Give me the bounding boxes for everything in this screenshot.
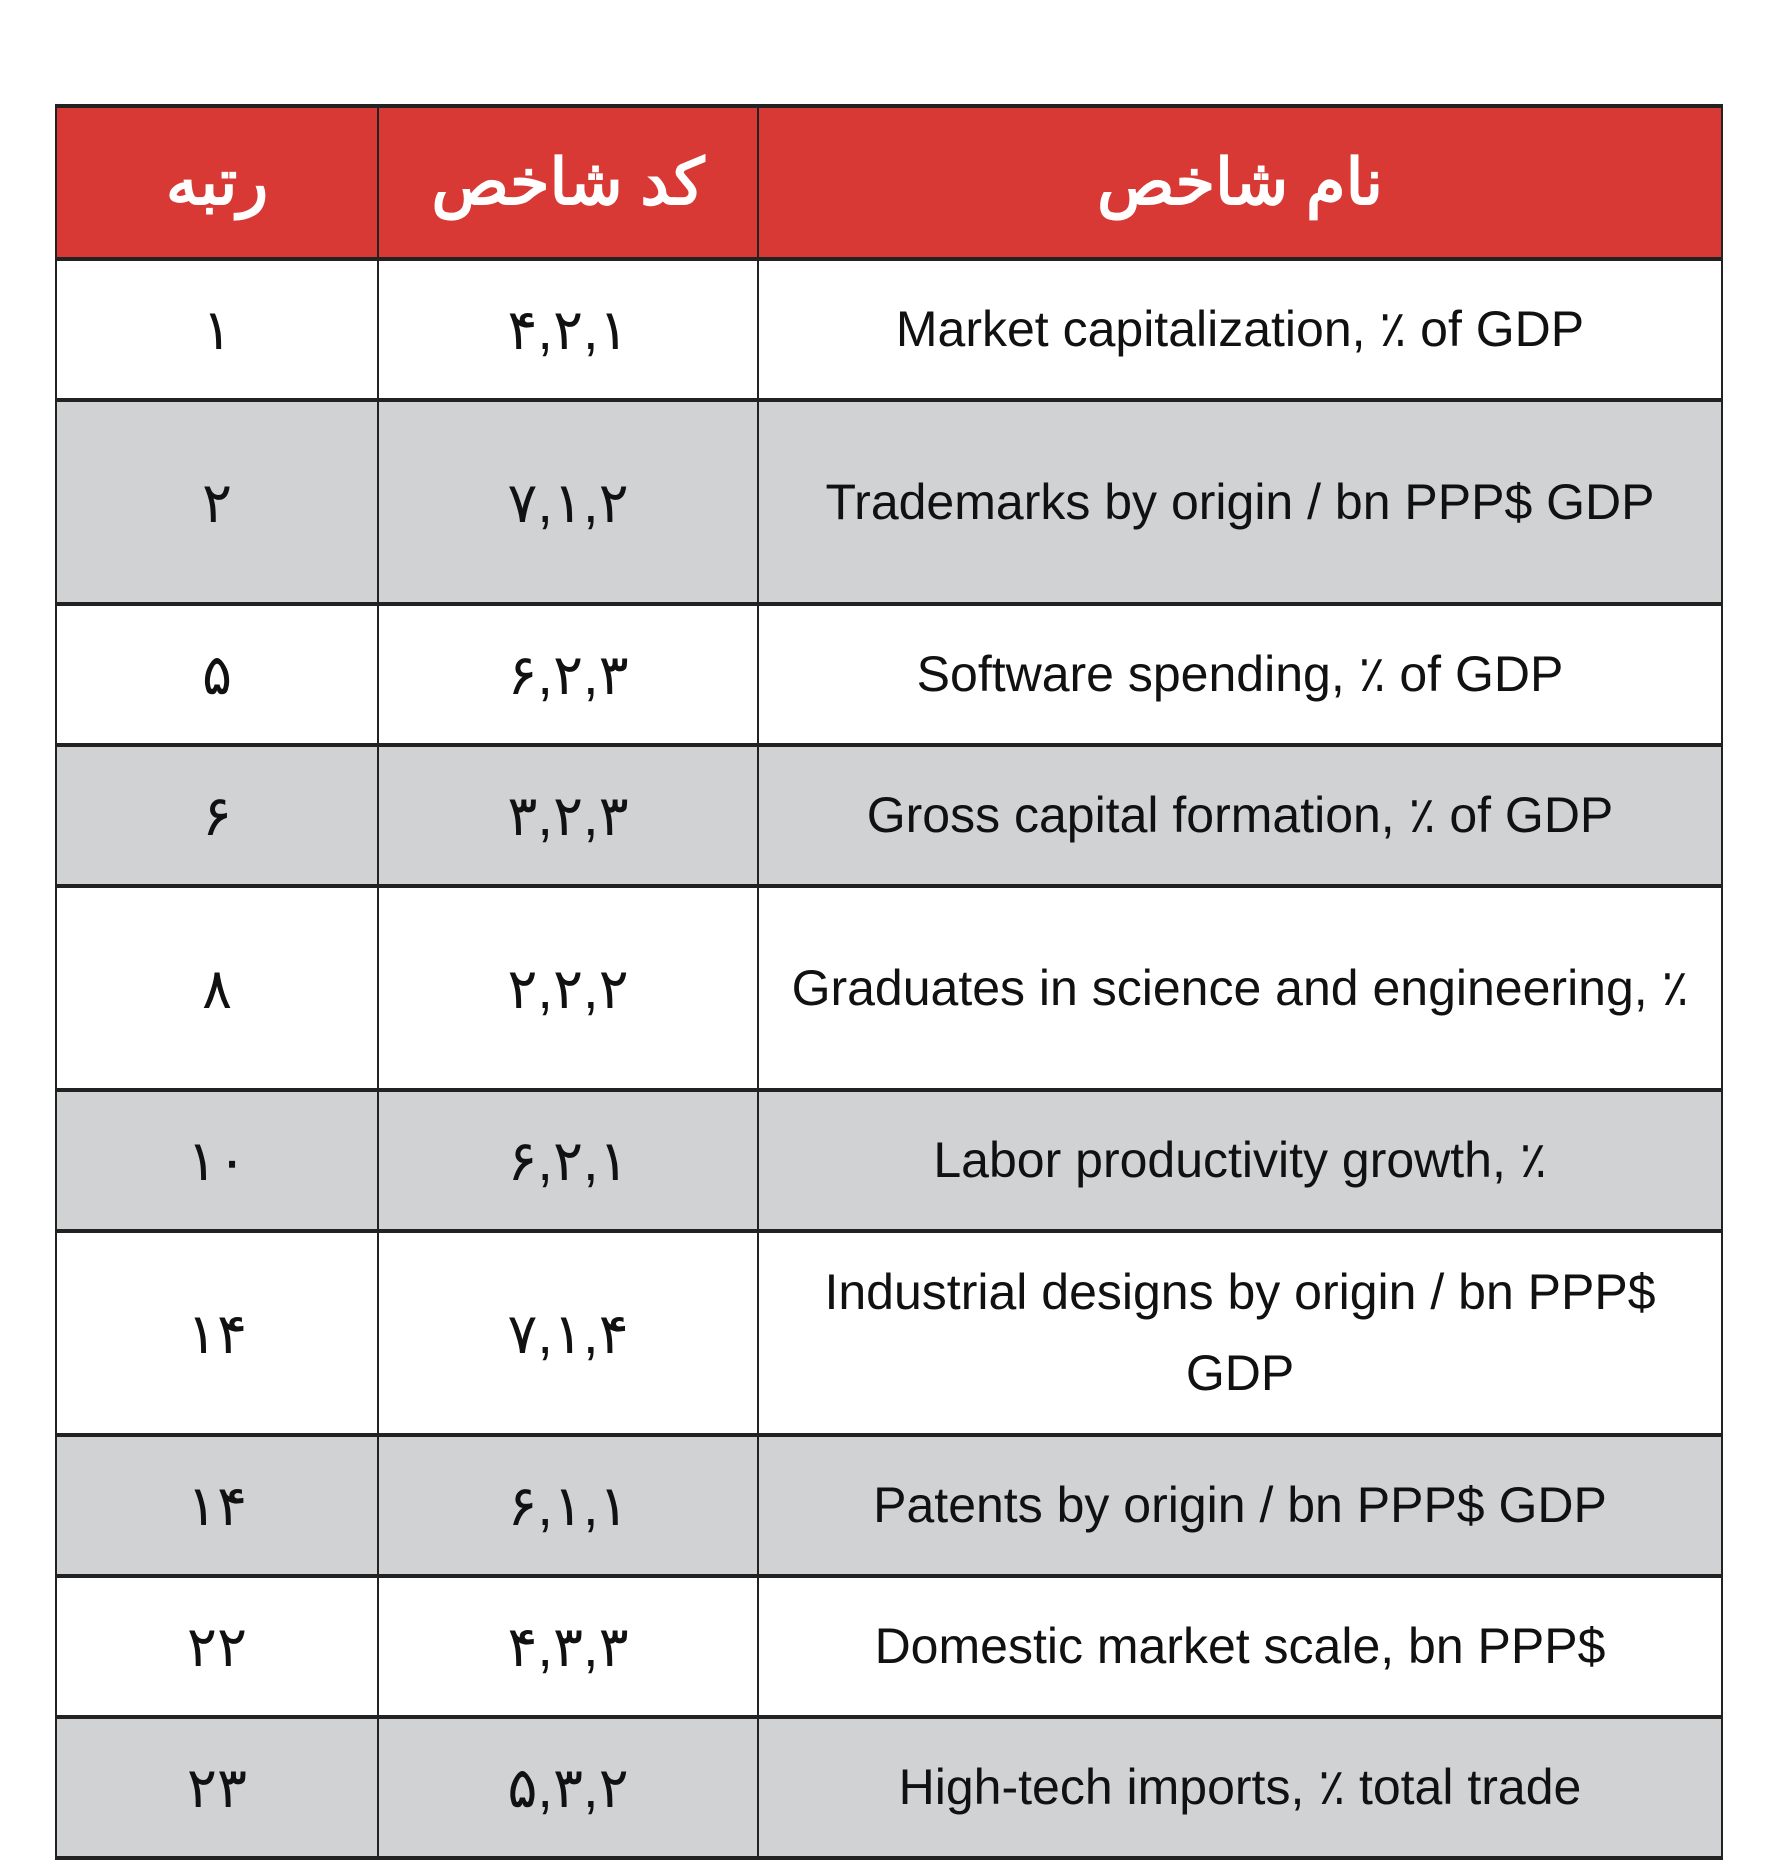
rank-cell: ۱۴ bbox=[55, 1230, 379, 1436]
code-cell: ۳,۲,۳ bbox=[377, 744, 759, 887]
rank-cell: ۱۴ bbox=[55, 1434, 379, 1577]
name-cell: Domestic market scale, bn PPP$ bbox=[757, 1575, 1723, 1718]
code-cell: ۴,۳,۳ bbox=[377, 1575, 759, 1718]
table-row: ۲۳ ۵,۳,۲ High-tech imports, ٪ total trade bbox=[55, 1716, 1723, 1859]
table-row: ۱۴ ۷,۱,۴ Industrial designs by origin / bn… bbox=[55, 1230, 1723, 1436]
name-cell: Patents by origin / bn PPP$ GDP bbox=[757, 1434, 1723, 1577]
rank-cell: ۶ bbox=[55, 744, 379, 887]
code-cell: ۷,۱,۲ bbox=[377, 399, 759, 605]
rank-cell: ۱۰ bbox=[55, 1089, 379, 1232]
code-cell: ۲,۲,۲ bbox=[377, 885, 759, 1091]
table-row: ۱۰ ۶,۲,۱ Labor productivity growth, ٪ bbox=[55, 1089, 1723, 1232]
code-cell: ۶,۱,۱ bbox=[377, 1434, 759, 1577]
header-row: رتبه کد شاخص نام شاخص bbox=[55, 104, 1723, 261]
header-name: نام شاخص bbox=[757, 104, 1723, 261]
rank-cell: ۲ bbox=[55, 399, 379, 605]
rank-cell: ۸ bbox=[55, 885, 379, 1091]
code-cell: ۴,۲,۱ bbox=[377, 258, 759, 401]
table-row: ۲ ۷,۱,۲ Trademarks by origin / bn PPP$ GDP bbox=[55, 399, 1723, 605]
table-row: ۶ ۳,۲,۳ Gross capital formation, ٪ of GDP bbox=[55, 744, 1723, 887]
name-cell: Software spending, ٪ of GDP bbox=[757, 603, 1723, 746]
code-cell: ۶,۲,۳ bbox=[377, 603, 759, 746]
header-code: کد شاخص bbox=[377, 104, 759, 261]
rank-cell: ۲۳ bbox=[55, 1716, 379, 1859]
table-row: ۱ ۴,۲,۱ Market capitalization, ٪ of GDP bbox=[55, 258, 1723, 401]
name-cell: Graduates in science and engineering, ٪ bbox=[757, 885, 1723, 1091]
name-cell: Gross capital formation, ٪ of GDP bbox=[757, 744, 1723, 887]
code-cell: ۶,۲,۱ bbox=[377, 1089, 759, 1232]
rank-cell: ۱ bbox=[55, 258, 379, 401]
name-cell: Industrial designs by origin / bn PPP$ G… bbox=[757, 1230, 1723, 1436]
name-cell: Trademarks by origin / bn PPP$ GDP bbox=[757, 399, 1723, 605]
rank-cell: ۲۲ bbox=[55, 1575, 379, 1718]
name-cell: Labor productivity growth, ٪ bbox=[757, 1089, 1723, 1232]
header-rank: رتبه bbox=[55, 104, 379, 261]
rank-cell: ۵ bbox=[55, 603, 379, 746]
code-cell: ۷,۱,۴ bbox=[377, 1230, 759, 1436]
ranking-table: رتبه کد شاخص نام شاخص ۱ ۴,۲,۱ Market capit… bbox=[55, 104, 1723, 1860]
table-row: ۱۴ ۶,۱,۱ Patents by origin / bn PPP$ GDP bbox=[55, 1434, 1723, 1577]
table-row: ۸ ۲,۲,۲ Graduates in science and engineeri… bbox=[55, 885, 1723, 1091]
table-row: ۵ ۶,۲,۳ Software spending, ٪ of GDP bbox=[55, 603, 1723, 746]
table-body: ۱ ۴,۲,۱ Market capitalization, ٪ of GDP ۲ ۷,… bbox=[55, 258, 1723, 1859]
name-cell: Market capitalization, ٪ of GDP bbox=[757, 258, 1723, 401]
code-cell: ۵,۳,۲ bbox=[377, 1716, 759, 1859]
table-row: ۲۲ ۴,۳,۳ Domestic market scale, bn PPP$ bbox=[55, 1575, 1723, 1718]
name-cell: High-tech imports, ٪ total trade bbox=[757, 1716, 1723, 1859]
